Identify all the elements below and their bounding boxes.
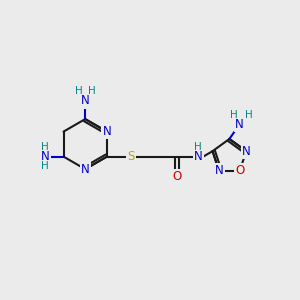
Text: N: N: [242, 145, 250, 158]
Text: O: O: [235, 164, 244, 177]
Text: H: H: [88, 86, 96, 96]
Text: H: H: [245, 110, 253, 120]
Text: H: H: [194, 142, 202, 152]
Text: S: S: [128, 150, 135, 163]
Text: N: N: [214, 164, 224, 177]
Text: N: N: [103, 125, 111, 138]
Text: H: H: [41, 161, 49, 171]
Text: O: O: [172, 170, 182, 183]
Text: N: N: [194, 150, 203, 163]
Text: H: H: [75, 86, 82, 96]
Text: N: N: [235, 118, 244, 131]
Text: H: H: [230, 110, 238, 120]
Text: N: N: [41, 150, 50, 163]
Text: N: N: [81, 163, 90, 176]
Text: H: H: [41, 142, 49, 152]
Text: N: N: [81, 94, 90, 107]
